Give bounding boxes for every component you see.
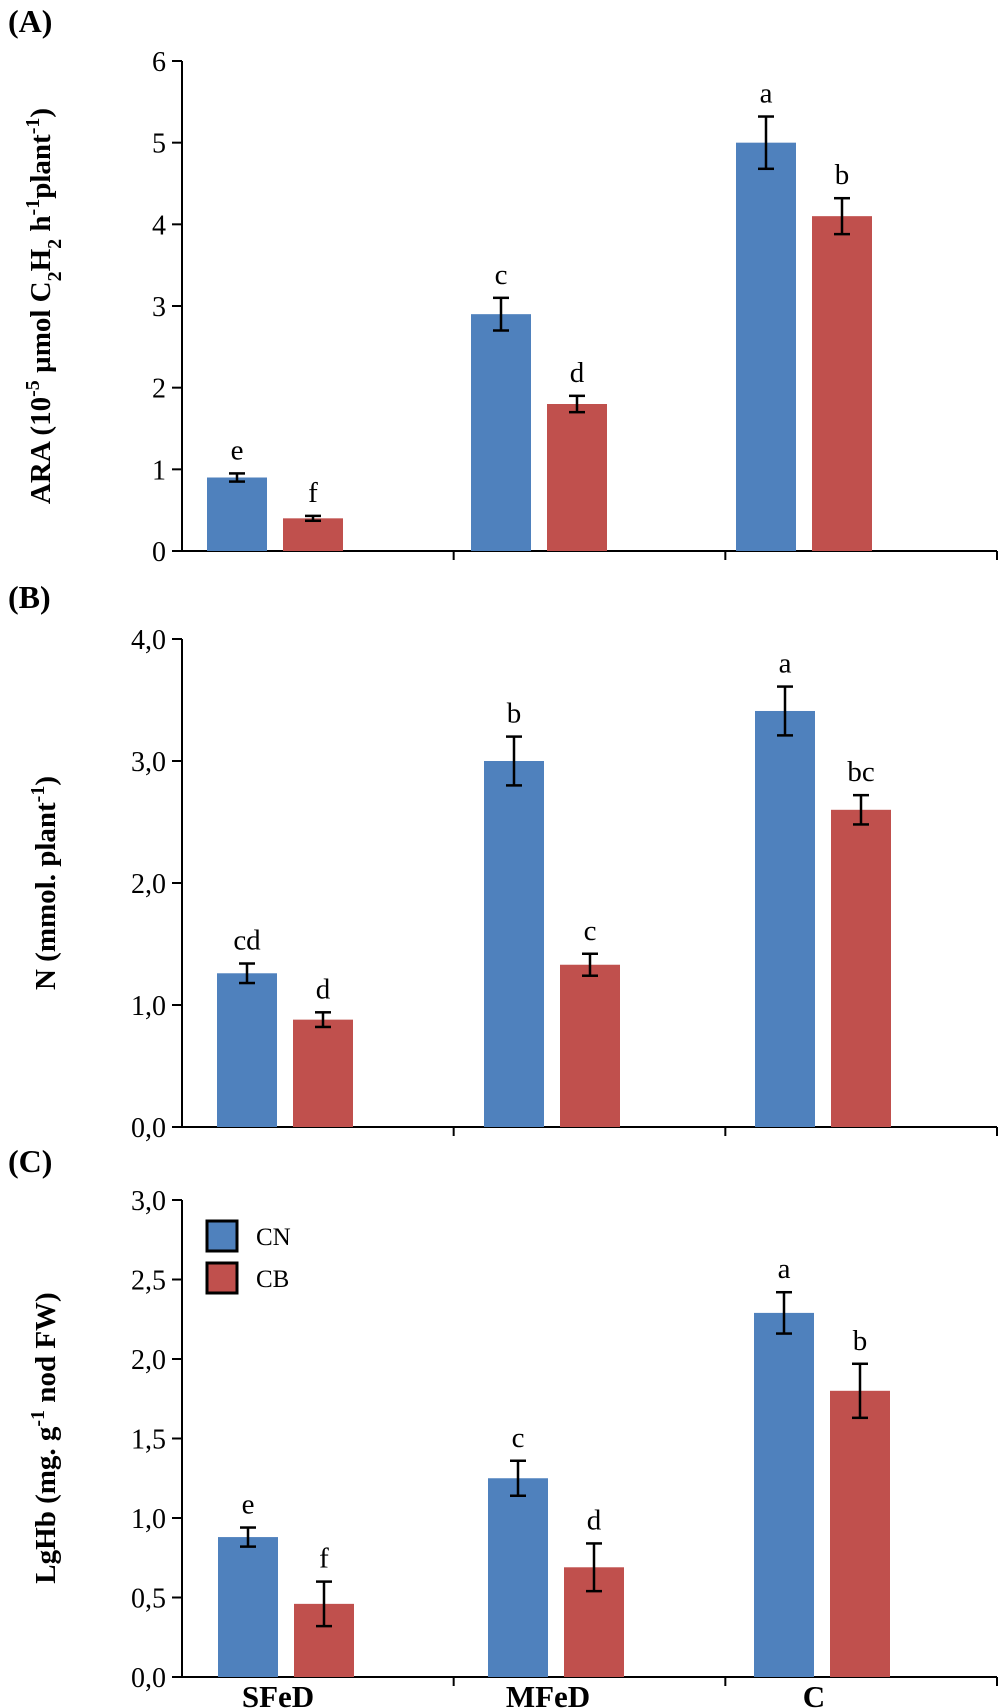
y-axis-label-part: 2 — [44, 239, 66, 249]
y-axis-label-part: -5 — [22, 380, 44, 397]
y-tick-label: 2,0 — [131, 869, 166, 900]
legend-swatch-cn — [205, 1219, 239, 1253]
y-axis-label-part: N (mmol. plant — [30, 802, 62, 990]
y-tick-label: 3,0 — [131, 747, 166, 778]
y-tick-label: 2,0 — [131, 1345, 166, 1376]
chart-panel-2: (B) 0,0 1,0 2,0 3,0 4,0 N (mmol. plant-1) cd b a d… — [8, 579, 998, 1144]
x-category-label: SFeD — [242, 1679, 314, 1708]
y-tick-label: 1,5 — [131, 1425, 166, 1456]
significance-letter: d — [316, 973, 331, 1005]
significance-letter: d — [570, 357, 585, 389]
legend-label: CB — [256, 1266, 289, 1293]
bar-cb-mfed — [547, 404, 607, 551]
bar-cb-sfed — [283, 518, 343, 551]
chart-panel-3: (C) 0,0 0,5 1,0 1,5 2,0 2,5 3,0 LgHb (mg. g-1 no… — [8, 1143, 998, 1708]
bar-cn-sfed — [207, 477, 267, 551]
significance-letter: d — [587, 1504, 602, 1536]
y-tick-label: 4,0 — [131, 625, 166, 656]
y-axis-label-part: h — [25, 215, 57, 238]
y-axis-label-part: 2 — [44, 271, 66, 281]
significance-letter: b — [507, 698, 522, 730]
significance-letter: a — [760, 78, 773, 110]
significance-letter: bc — [847, 756, 874, 788]
significance-letter: f — [319, 1543, 329, 1575]
significance-letter: a — [779, 648, 792, 680]
bar-cn-c — [736, 142, 796, 551]
bar-cn-c — [754, 1312, 814, 1677]
bar-cn-sfed — [218, 1537, 278, 1677]
y-tick-label: 0,5 — [131, 1584, 166, 1615]
legend-swatch-cb — [205, 1261, 239, 1295]
panel-label: (B) — [8, 579, 51, 615]
y-axis-label: ARA (10-5 µmol C2H2 h-1plant-1) — [22, 108, 66, 504]
legend-label: CN — [256, 1224, 291, 1251]
bar-cn-mfed — [488, 1478, 548, 1677]
panel-label: (C) — [8, 1143, 52, 1179]
y-axis-label-part: H — [25, 248, 57, 271]
y-tick-label: 3 — [152, 292, 166, 323]
panel-label: (A) — [8, 3, 52, 39]
bar-cb-c — [831, 809, 891, 1127]
bar-cb-mfed — [560, 964, 620, 1127]
significance-letter: f — [308, 477, 318, 509]
significance-letter: b — [853, 1325, 868, 1357]
y-axis-label-part: ARA (10 — [25, 397, 57, 504]
y-tick-label: 1,0 — [131, 991, 166, 1022]
x-category-label: MFeD — [506, 1679, 590, 1708]
y-axis-label-part: -1 — [22, 199, 44, 216]
y-axis-label: N (mmol. plant-1) — [27, 776, 62, 990]
y-tick-label: 3,0 — [131, 1186, 166, 1217]
significance-letter: e — [231, 434, 244, 466]
y-tick-label: 4 — [152, 210, 166, 241]
bar-cn-sfed — [217, 973, 277, 1127]
bar-cn-c — [755, 710, 815, 1127]
y-tick-label: 1 — [152, 455, 166, 486]
y-axis-label-part: nod FW) — [30, 1292, 62, 1410]
y-axis-label-part: LgHb (mg. g — [30, 1426, 62, 1584]
bar-cb-c — [812, 216, 872, 551]
significance-letter: c — [584, 915, 597, 947]
x-category-label: C — [803, 1679, 825, 1708]
y-axis-label-part: plant — [25, 134, 57, 199]
y-tick-label: 0 — [152, 537, 166, 568]
bar-cb-c — [830, 1390, 890, 1677]
y-tick-label: 6 — [152, 47, 166, 78]
bar-cn-mfed — [484, 761, 544, 1127]
significance-letter: b — [835, 159, 850, 191]
y-axis-label-part: µmol C — [25, 281, 57, 380]
y-tick-label: 2,5 — [131, 1266, 166, 1297]
significance-letter: cd — [233, 925, 261, 957]
bar-cb-sfed — [293, 1019, 353, 1127]
y-axis-label-part: -1 — [27, 786, 49, 803]
significance-letter: a — [778, 1253, 791, 1285]
y-axis-label-part: -1 — [27, 1410, 49, 1427]
significance-letter: c — [495, 259, 508, 291]
y-axis-label: LgHb (mg. g-1 nod FW) — [27, 1292, 62, 1583]
legend: CN CB — [205, 1219, 291, 1295]
significance-letter: c — [512, 1422, 525, 1454]
y-axis-label-part: -1 — [22, 118, 44, 135]
significance-letter: e — [242, 1489, 255, 1521]
y-tick-label: 1,0 — [131, 1504, 166, 1535]
y-tick-label: 0,0 — [131, 1113, 166, 1144]
y-tick-label: 0,0 — [131, 1663, 166, 1694]
y-tick-label: 2 — [152, 374, 166, 405]
y-axis-label-part: ) — [30, 776, 62, 786]
bar-cn-mfed — [471, 314, 531, 551]
y-tick-label: 5 — [152, 129, 166, 160]
y-axis-label-part: ) — [25, 108, 57, 118]
